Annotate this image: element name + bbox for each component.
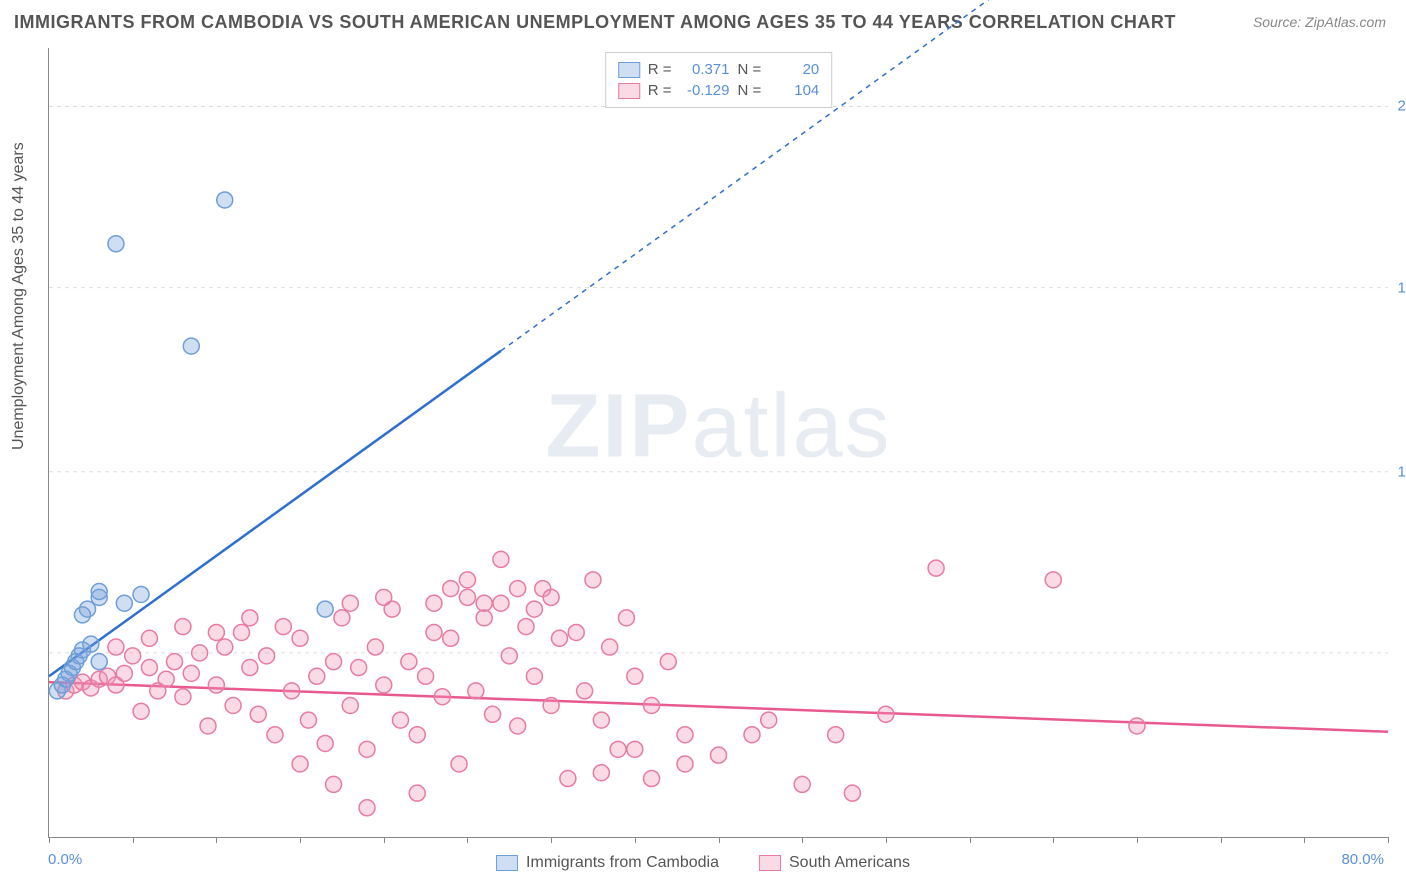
swatch-bottom-2 — [759, 855, 781, 871]
x-tick — [551, 837, 552, 843]
x-tick — [719, 837, 720, 843]
y-tick-label: 25.0% — [1397, 98, 1406, 115]
n-value-2: 104 — [769, 82, 819, 99]
r-value-1: 0.371 — [680, 61, 730, 78]
swatch-series-2 — [618, 83, 640, 99]
source-attribution: Source: ZipAtlas.com — [1253, 14, 1386, 30]
legend-label-2: South Americans — [789, 854, 910, 872]
x-tick — [970, 837, 971, 843]
x-tick — [1137, 837, 1138, 843]
chart-title: IMMIGRANTS FROM CAMBODIA VS SOUTH AMERIC… — [14, 12, 1176, 33]
x-tick — [467, 837, 468, 843]
legend-item-2: South Americans — [759, 854, 910, 872]
y-tick-label: 18.8% — [1397, 279, 1406, 296]
x-tick — [49, 837, 50, 843]
x-tick — [133, 837, 134, 843]
r-value-2: -0.129 — [680, 82, 730, 99]
swatch-series-1 — [618, 62, 640, 78]
legend-stats: R = 0.371 N = 20 R = -0.129 N = 104 — [605, 52, 833, 108]
x-tick — [1221, 837, 1222, 843]
r-label-2: R = — [648, 82, 672, 99]
x-tick — [1388, 837, 1389, 843]
legend-stats-row-1: R = 0.371 N = 20 — [618, 59, 820, 80]
x-tick — [1304, 837, 1305, 843]
x-axis-origin-label: 0.0% — [48, 851, 82, 868]
x-tick — [300, 837, 301, 843]
x-tick — [635, 837, 636, 843]
chart-svg — [49, 48, 1388, 837]
y-axis-label: Unemployment Among Ages 35 to 44 years — [10, 142, 28, 450]
y-tick-label: 12.5% — [1397, 463, 1406, 480]
x-tick — [216, 837, 217, 843]
x-tick — [1053, 837, 1054, 843]
legend-label-1: Immigrants from Cambodia — [526, 854, 719, 872]
legend-bottom: Immigrants from Cambodia South Americans — [496, 854, 910, 872]
swatch-bottom-1 — [496, 855, 518, 871]
n-value-1: 20 — [769, 61, 819, 78]
n-label-1: N = — [738, 61, 762, 78]
x-axis-max-label: 80.0% — [1341, 851, 1384, 868]
legend-item-1: Immigrants from Cambodia — [496, 854, 719, 872]
x-tick — [384, 837, 385, 843]
n-label-2: N = — [738, 82, 762, 99]
x-tick — [886, 837, 887, 843]
x-tick — [802, 837, 803, 843]
r-label-1: R = — [648, 61, 672, 78]
legend-stats-row-2: R = -0.129 N = 104 — [618, 80, 820, 101]
plot-area: ZIPatlas R = 0.371 N = 20 R = -0.129 N =… — [48, 48, 1388, 838]
